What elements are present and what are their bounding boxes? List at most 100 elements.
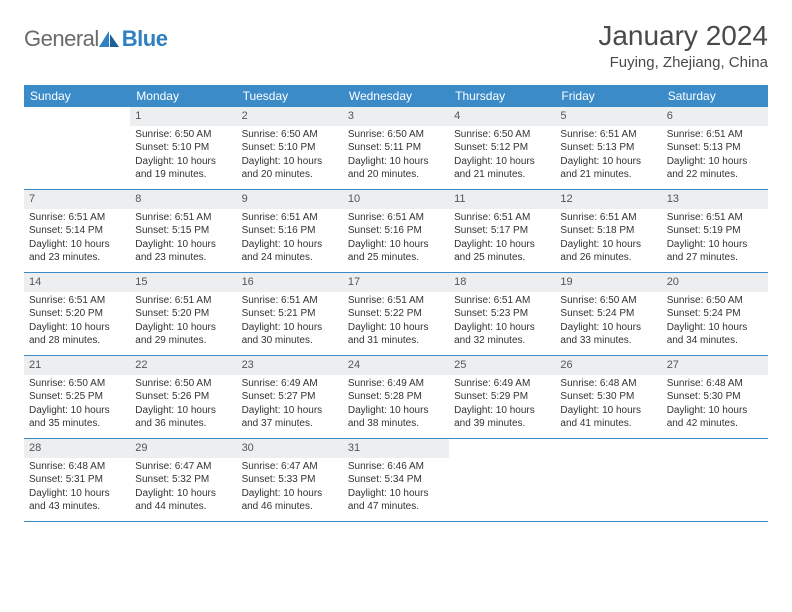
sunset-line: Sunset: 5:23 PM <box>454 307 550 321</box>
daylight-line: Daylight: 10 hours and 19 minutes. <box>135 155 231 182</box>
sunrise-line: Sunrise: 6:51 AM <box>348 211 444 225</box>
sunrise-line: Sunrise: 6:50 AM <box>135 128 231 142</box>
calendar-day: 15 Sunrise: 6:51 AMSunset: 5:20 PMDayligh… <box>130 273 236 355</box>
sunrise-line: Sunrise: 6:48 AM <box>667 377 763 391</box>
daylight-line: Daylight: 10 hours and 43 minutes. <box>29 487 125 514</box>
sunset-line: Sunset: 5:33 PM <box>242 473 338 487</box>
calendar-day: 2Sunrise: 6:50 AMSunset: 5:10 PMDaylight… <box>237 107 343 189</box>
calendar-day-empty: . <box>24 107 130 189</box>
sunrise-line: Sunrise: 6:50 AM <box>560 294 656 308</box>
sunset-line: Sunset: 5:20 PM <box>29 307 125 321</box>
day-details: Sunrise: 6:51 AMSunset: 5:16 PMDaylight:… <box>237 211 343 269</box>
sunrise-line: Sunrise: 6:51 AM <box>560 128 656 142</box>
sunset-line: Sunset: 5:13 PM <box>667 141 763 155</box>
sunrise-line: Sunrise: 6:48 AM <box>29 460 125 474</box>
weekday-header-row: SundayMondayTuesdayWednesdayThursdayFrid… <box>24 85 768 107</box>
calendar-day: 13Sunrise: 6:51 AMSunset: 5:19 PMDayligh… <box>662 190 768 272</box>
sunset-line: Sunset: 5:21 PM <box>242 307 338 321</box>
sunrise-line: Sunrise: 6:50 AM <box>348 128 444 142</box>
day-details: Sunrise: 6:51 AMSunset: 5:13 PMDaylight:… <box>662 128 768 186</box>
logo-text-blue: Blue <box>122 26 168 52</box>
sunrise-line: Sunrise: 6:51 AM <box>135 211 231 225</box>
day-details: Sunrise: 6:50 AMSunset: 5:24 PMDaylight:… <box>662 294 768 352</box>
day-number: 1 <box>130 107 236 126</box>
day-details: Sunrise: 6:51 AMSunset: 5:13 PMDaylight:… <box>555 128 661 186</box>
calendar-day: 19 Sunrise: 6:50 AMSunset: 5:24 PMDayligh… <box>555 273 661 355</box>
sunset-line: Sunset: 5:10 PM <box>242 141 338 155</box>
location: Fuying, Zhejiang, China <box>598 54 768 71</box>
sunrise-line: Sunrise: 6:51 AM <box>454 294 550 308</box>
sunset-line: Sunset: 5:19 PM <box>667 224 763 238</box>
day-details: Sunrise: 6:47 AMSunset: 5:33 PMDaylight:… <box>237 460 343 518</box>
day-number: 29 <box>130 439 236 458</box>
calendar-day: 17Sunrise: 6:51 AMSunset: 5:22 PMDayligh… <box>343 273 449 355</box>
logo-sail-icon <box>99 31 119 47</box>
daylight-line: Daylight: 10 hours and 25 minutes. <box>454 238 550 265</box>
calendar-day-empty: . <box>662 439 768 521</box>
weekday-header: Monday <box>130 85 236 107</box>
daylight-line: Daylight: 10 hours and 28 minutes. <box>29 321 125 348</box>
daylight-line: Daylight: 10 hours and 33 minutes. <box>560 321 656 348</box>
calendar-day: 4 Sunrise: 6:50 AMSunset: 5:12 PMDaylight… <box>449 107 555 189</box>
sunset-line: Sunset: 5:30 PM <box>667 390 763 404</box>
day-number: 21 <box>24 356 130 375</box>
sunrise-line: Sunrise: 6:47 AM <box>242 460 338 474</box>
sunrise-line: Sunrise: 6:51 AM <box>454 211 550 225</box>
day-details: Sunrise: 6:51 AMSunset: 5:17 PMDaylight:… <box>449 211 555 269</box>
day-number: 19 <box>555 273 661 292</box>
sunset-line: Sunset: 5:11 PM <box>348 141 444 155</box>
calendar-week: 21Sunrise: 6:50 AMSunset: 5:25 PMDayligh… <box>24 356 768 439</box>
calendar-day: 14Sunrise: 6:51 AMSunset: 5:20 PMDayligh… <box>24 273 130 355</box>
calendar-day: 27Sunrise: 6:48 AMSunset: 5:30 PMDayligh… <box>662 356 768 438</box>
weekday-header: Sunday <box>24 85 130 107</box>
day-number: 15 <box>130 273 236 292</box>
calendar-day: 21Sunrise: 6:50 AMSunset: 5:25 PMDayligh… <box>24 356 130 438</box>
calendar-day: 23Sunrise: 6:49 AMSunset: 5:27 PMDayligh… <box>237 356 343 438</box>
daylight-line: Daylight: 10 hours and 20 minutes. <box>242 155 338 182</box>
day-number: 4 <box>449 107 555 126</box>
daylight-line: Daylight: 10 hours and 46 minutes. <box>242 487 338 514</box>
day-details: Sunrise: 6:49 AMSunset: 5:28 PMDaylight:… <box>343 377 449 435</box>
sunrise-line: Sunrise: 6:51 AM <box>135 294 231 308</box>
sunrise-line: Sunrise: 6:49 AM <box>454 377 550 391</box>
sunrise-line: Sunrise: 6:48 AM <box>560 377 656 391</box>
daylight-line: Daylight: 10 hours and 38 minutes. <box>348 404 444 431</box>
day-details: Sunrise: 6:48 AMSunset: 5:30 PMDaylight:… <box>662 377 768 435</box>
calendar-week: 7Sunrise: 6:51 AMSunset: 5:14 PMDaylight… <box>24 190 768 273</box>
day-number: 7 <box>24 190 130 209</box>
daylight-line: Daylight: 10 hours and 32 minutes. <box>454 321 550 348</box>
sunset-line: Sunset: 5:28 PM <box>348 390 444 404</box>
weekday-header: Thursday <box>449 85 555 107</box>
sunset-line: Sunset: 5:31 PM <box>29 473 125 487</box>
day-number: 9 <box>237 190 343 209</box>
day-details: Sunrise: 6:51 AMSunset: 5:21 PMDaylight:… <box>237 294 343 352</box>
logo-text-general: General <box>24 26 99 52</box>
sunset-line: Sunset: 5:29 PM <box>454 390 550 404</box>
day-details: Sunrise: 6:51 AMSunset: 5:19 PMDaylight:… <box>662 211 768 269</box>
day-details: Sunrise: 6:50 AMSunset: 5:12 PMDaylight:… <box>449 128 555 186</box>
sunset-line: Sunset: 5:12 PM <box>454 141 550 155</box>
day-number: 3 <box>343 107 449 126</box>
sunset-line: Sunset: 5:16 PM <box>348 224 444 238</box>
calendar-day: 24Sunrise: 6:49 AMSunset: 5:28 PMDayligh… <box>343 356 449 438</box>
sunset-line: Sunset: 5:15 PM <box>135 224 231 238</box>
calendar-day: 8Sunrise: 6:51 AMSunset: 5:15 PMDaylight… <box>130 190 236 272</box>
daylight-line: Daylight: 10 hours and 39 minutes. <box>454 404 550 431</box>
day-details: Sunrise: 6:50 AMSunset: 5:24 PMDaylight:… <box>555 294 661 352</box>
day-details: Sunrise: 6:50 AMSunset: 5:26 PMDaylight:… <box>130 377 236 435</box>
title-block: January 2024 Fuying, Zhejiang, China <box>598 20 768 71</box>
day-details: Sunrise: 6:51 AMSunset: 5:20 PMDaylight:… <box>130 294 236 352</box>
day-details: Sunrise: 6:48 AMSunset: 5:31 PMDaylight:… <box>24 460 130 518</box>
day-details: Sunrise: 6:51 AMSunset: 5:16 PMDaylight:… <box>343 211 449 269</box>
sunrise-line: Sunrise: 6:49 AM <box>242 377 338 391</box>
calendar-day: 3Sunrise: 6:50 AMSunset: 5:11 PMDaylight… <box>343 107 449 189</box>
calendar-day: 29 Sunrise: 6:47 AMSunset: 5:32 PMDayligh… <box>130 439 236 521</box>
day-details: Sunrise: 6:47 AMSunset: 5:32 PMDaylight:… <box>130 460 236 518</box>
calendar-day: 22 Sunrise: 6:50 AMSunset: 5:26 PMDayligh… <box>130 356 236 438</box>
calendar-day: 10Sunrise: 6:51 AMSunset: 5:16 PMDayligh… <box>343 190 449 272</box>
day-number: 22 <box>130 356 236 375</box>
calendar-day-empty: . <box>555 439 661 521</box>
sunset-line: Sunset: 5:14 PM <box>29 224 125 238</box>
sunrise-line: Sunrise: 6:51 AM <box>667 128 763 142</box>
day-details: Sunrise: 6:51 AMSunset: 5:14 PMDaylight:… <box>24 211 130 269</box>
